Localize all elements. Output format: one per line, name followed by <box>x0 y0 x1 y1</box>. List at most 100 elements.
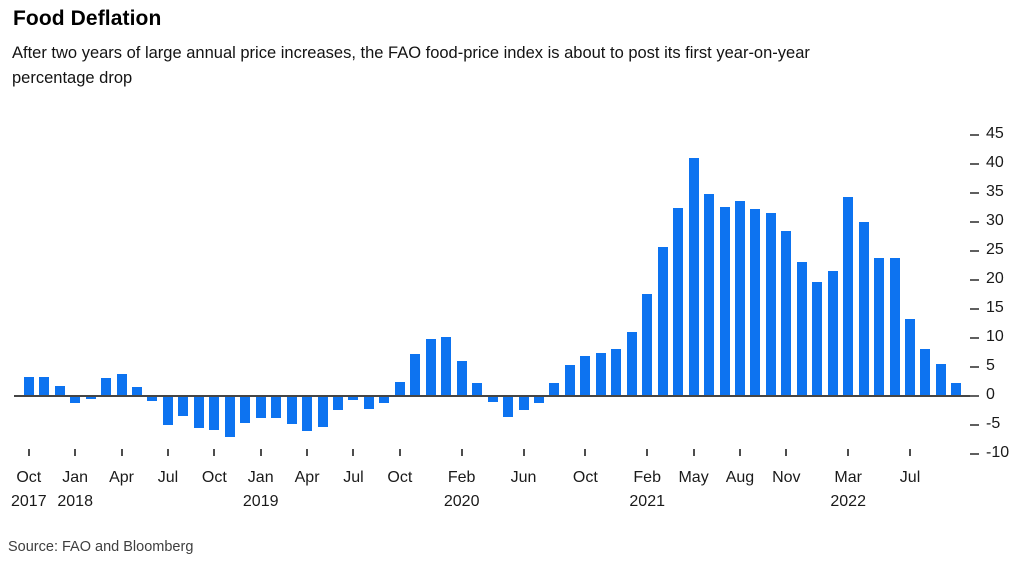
bar <box>348 397 359 400</box>
y-tick-label: 10 <box>986 328 1004 345</box>
x-tick-year-label: 2020 <box>443 493 480 510</box>
bar <box>39 377 50 395</box>
y-tick-label: 40 <box>986 154 1004 171</box>
bar <box>456 361 467 395</box>
bar <box>162 397 173 425</box>
x-tick-month-label: Feb <box>633 469 661 486</box>
bar <box>642 293 653 395</box>
x-tick-month-label: Jul <box>157 469 179 486</box>
x-tick-year-label: 2022 <box>830 493 866 510</box>
x-tick-month-label: Oct <box>16 469 42 486</box>
bar <box>240 397 251 423</box>
x-tick-year-label: 2017 <box>11 493 47 510</box>
x-tick-month-label: Oct <box>387 469 413 486</box>
x-tick-mark <box>27 449 30 456</box>
y-tick-dash <box>970 308 979 310</box>
x-tick-month-label: Oct <box>201 469 227 486</box>
bar <box>858 221 869 395</box>
bar <box>70 397 81 403</box>
y-tick-dash <box>970 134 979 136</box>
y-tick-dash <box>970 163 979 165</box>
chart-title: Food Deflation <box>13 7 162 30</box>
bar <box>564 365 575 395</box>
x-tick-mark <box>213 449 216 456</box>
y-tick-dash <box>970 366 979 368</box>
x-tick-month-label: Jan <box>62 469 89 486</box>
bar <box>410 354 421 395</box>
x-tick-month-label: Oct <box>572 469 598 486</box>
bar <box>286 397 297 424</box>
bar <box>920 349 931 395</box>
bar <box>688 157 699 395</box>
y-tick-label: -10 <box>986 444 1010 461</box>
x-tick-month-label: Jul <box>899 469 921 486</box>
bar <box>595 353 606 395</box>
bar <box>734 200 745 395</box>
bar <box>611 349 622 395</box>
x-tick-month-label: Jul <box>343 469 364 486</box>
bar <box>796 261 807 395</box>
bar <box>317 397 328 428</box>
x-tick-month-label: Aug <box>725 469 755 486</box>
x-tick-month-label: Jan <box>247 469 274 486</box>
source-caption: Source: FAO and Bloomberg <box>8 539 194 555</box>
bar <box>302 397 313 432</box>
bar <box>935 363 946 395</box>
bar <box>209 397 220 431</box>
bar <box>518 397 529 410</box>
y-tick-dash <box>970 250 979 252</box>
bar <box>116 373 127 395</box>
bar <box>101 377 112 395</box>
bar <box>147 397 158 402</box>
x-tick-mark <box>785 449 788 456</box>
bar <box>224 397 235 438</box>
bar <box>503 397 514 417</box>
bar <box>781 231 792 395</box>
bar <box>54 385 65 395</box>
x-tick-mark <box>120 449 123 456</box>
x-tick-mark <box>847 449 850 456</box>
y-tick-label: 0 <box>986 386 995 403</box>
chart-subtitle-line1: After two years of large annual price in… <box>12 44 810 62</box>
x-tick-year-label: 2021 <box>629 493 665 510</box>
bar <box>85 397 96 399</box>
bar <box>951 382 962 395</box>
bar <box>626 331 637 395</box>
x-tick-mark <box>646 449 649 456</box>
x-tick-mark <box>584 449 587 456</box>
bar <box>549 383 560 395</box>
bar <box>719 206 730 395</box>
bar <box>874 258 885 395</box>
x-tick-mark <box>398 449 401 456</box>
bar <box>178 397 189 417</box>
bar <box>812 281 823 395</box>
bar <box>132 386 143 395</box>
y-tick-label: 35 <box>986 183 1004 200</box>
x-tick-mark <box>522 449 525 456</box>
bar <box>193 397 204 429</box>
bar <box>472 382 483 395</box>
bar <box>704 194 715 395</box>
x-tick-month-label: Apr <box>294 469 320 486</box>
bar <box>363 397 374 409</box>
bar <box>333 397 343 410</box>
x-tick-month-label: Jun <box>510 469 537 486</box>
bar <box>441 337 452 395</box>
x-tick-mark <box>259 449 262 456</box>
y-tick-dash <box>970 337 979 339</box>
y-tick-dash <box>970 279 979 281</box>
bar <box>765 212 776 395</box>
x-tick-mark <box>738 449 741 456</box>
bar <box>673 208 684 395</box>
x-tick-mark <box>692 449 695 456</box>
bar <box>379 397 390 403</box>
x-tick-month-label: Feb <box>447 469 476 486</box>
y-tick-dash <box>970 453 979 455</box>
bar <box>750 209 761 395</box>
bar <box>889 258 900 395</box>
x-tick-year-label: 2018 <box>57 493 93 510</box>
bar <box>843 197 854 395</box>
y-tick-label: 30 <box>986 212 1004 229</box>
